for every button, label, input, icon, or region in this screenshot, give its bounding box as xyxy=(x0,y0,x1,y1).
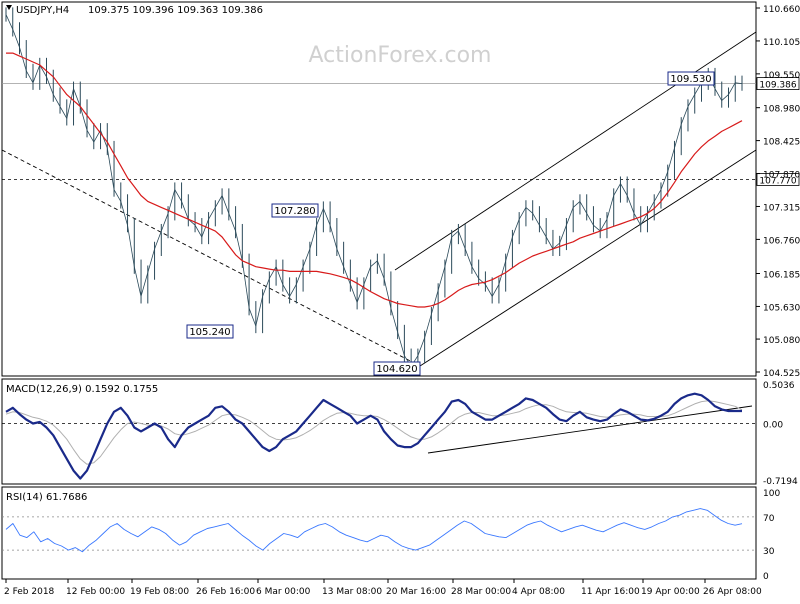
macd-signal-line xyxy=(5,400,743,465)
annotation-label: 107.280 xyxy=(274,206,315,217)
price-gridlines xyxy=(2,83,756,180)
current-price-box xyxy=(756,77,800,90)
watermark: ActionForex.com xyxy=(309,43,492,68)
macd-panel-frame xyxy=(1,378,757,485)
x-tick-label: 2 Feb 2018 xyxy=(4,587,55,597)
x-tick-label: 20 Mar 16:00 xyxy=(386,587,446,597)
macd-series xyxy=(2,392,756,480)
x-tick-label: 13 Mar 08:00 xyxy=(322,587,382,597)
price-y-tick-label: 107.870 xyxy=(763,171,800,181)
price-annotations: 109.530 107.280 105.240 104.620 109.386 107.7… xyxy=(186,71,800,376)
annotation-box xyxy=(271,203,319,218)
rsi-y-tick-label: 0 xyxy=(763,572,769,582)
y-axis-labels: 110.660 110.105 109.550 108.980 108.425 107.8… xyxy=(756,5,800,582)
price-y-tick-label: 108.980 xyxy=(763,105,800,115)
price-panel-frame xyxy=(1,1,757,377)
rsi-y-tick-label: 30 xyxy=(763,547,775,557)
chart-symbol: USDJPY,H4 xyxy=(16,5,69,16)
macd-y-tick-label: 0.5036 xyxy=(763,381,795,391)
macd-trendline xyxy=(427,405,753,454)
descending-trendline xyxy=(1,149,421,367)
x-tick-label: 12 Feb 00:00 xyxy=(66,587,125,597)
annotation-box xyxy=(373,361,421,376)
price-y-tick-label: 110.105 xyxy=(763,38,800,48)
trend-lines xyxy=(1,31,757,367)
price-y-tick-label: 108.425 xyxy=(763,138,800,148)
annotation-label: 105.240 xyxy=(189,327,230,338)
annotation-label: 109.530 xyxy=(670,74,711,85)
rsi-panel-frame xyxy=(1,486,757,580)
x-tick-label: 28 Mar 00:00 xyxy=(451,587,511,597)
x-tick-label: 26 Feb 16:00 xyxy=(196,587,255,597)
collapse-triangle-icon[interactable] xyxy=(6,5,12,10)
x-tick-label: 6 Mar 00:00 xyxy=(256,587,311,597)
level-price-label: 107.770 xyxy=(759,176,796,186)
rsi-y-tick-label: 100 xyxy=(763,489,780,499)
price-y-tick-label: 105.080 xyxy=(763,336,800,346)
current-price-label: 109.386 xyxy=(759,81,796,91)
price-series xyxy=(5,7,743,374)
annotation-box xyxy=(186,324,234,339)
macd-y-tick-label: -0.7194 xyxy=(763,477,798,487)
annotation-box xyxy=(667,71,715,86)
channel-lower-line xyxy=(419,149,757,367)
moving-average-line xyxy=(6,52,743,308)
price-y-tick-label: 109.550 xyxy=(763,71,800,81)
x-tick-label: 19 Feb 08:00 xyxy=(130,587,189,597)
x-tick-label: 11 Apr 16:00 xyxy=(581,587,640,597)
price-y-tick-label: 106.185 xyxy=(763,271,800,281)
rsi-y-tick-label: 70 xyxy=(763,514,775,524)
price-y-tick-label: 107.315 xyxy=(763,203,800,213)
ohlc-values: 109.375 109.396 109.363 109.386 xyxy=(88,5,263,16)
x-axis-labels: 2 Feb 2018 12 Feb 00:00 19 Feb 08:00 26 Feb… xyxy=(4,579,762,597)
rsi-series xyxy=(2,508,756,553)
macd-y-tick-label: 0.00 xyxy=(763,421,783,431)
x-tick-label: 19 Apr 00:00 xyxy=(641,587,700,597)
x-tick-label: 26 Apr 08:00 xyxy=(703,587,762,597)
level-price-box xyxy=(756,173,800,186)
price-y-tick-label: 106.760 xyxy=(763,236,800,246)
x-tick-label: 4 Apr 08:00 xyxy=(512,587,565,597)
price-y-tick-label: 104.525 xyxy=(763,369,800,379)
price-line xyxy=(5,14,743,367)
rsi-line xyxy=(5,508,743,553)
annotation-label: 104.620 xyxy=(376,364,417,375)
macd-line xyxy=(5,392,742,480)
price-y-tick-label: 105.630 xyxy=(763,303,800,313)
price-y-tick-label: 110.660 xyxy=(763,5,800,15)
macd-title: MACD(12,26,9) 0.1592 0.1755 xyxy=(6,384,158,395)
rsi-title: RSI(14) 61.7686 xyxy=(6,492,87,503)
